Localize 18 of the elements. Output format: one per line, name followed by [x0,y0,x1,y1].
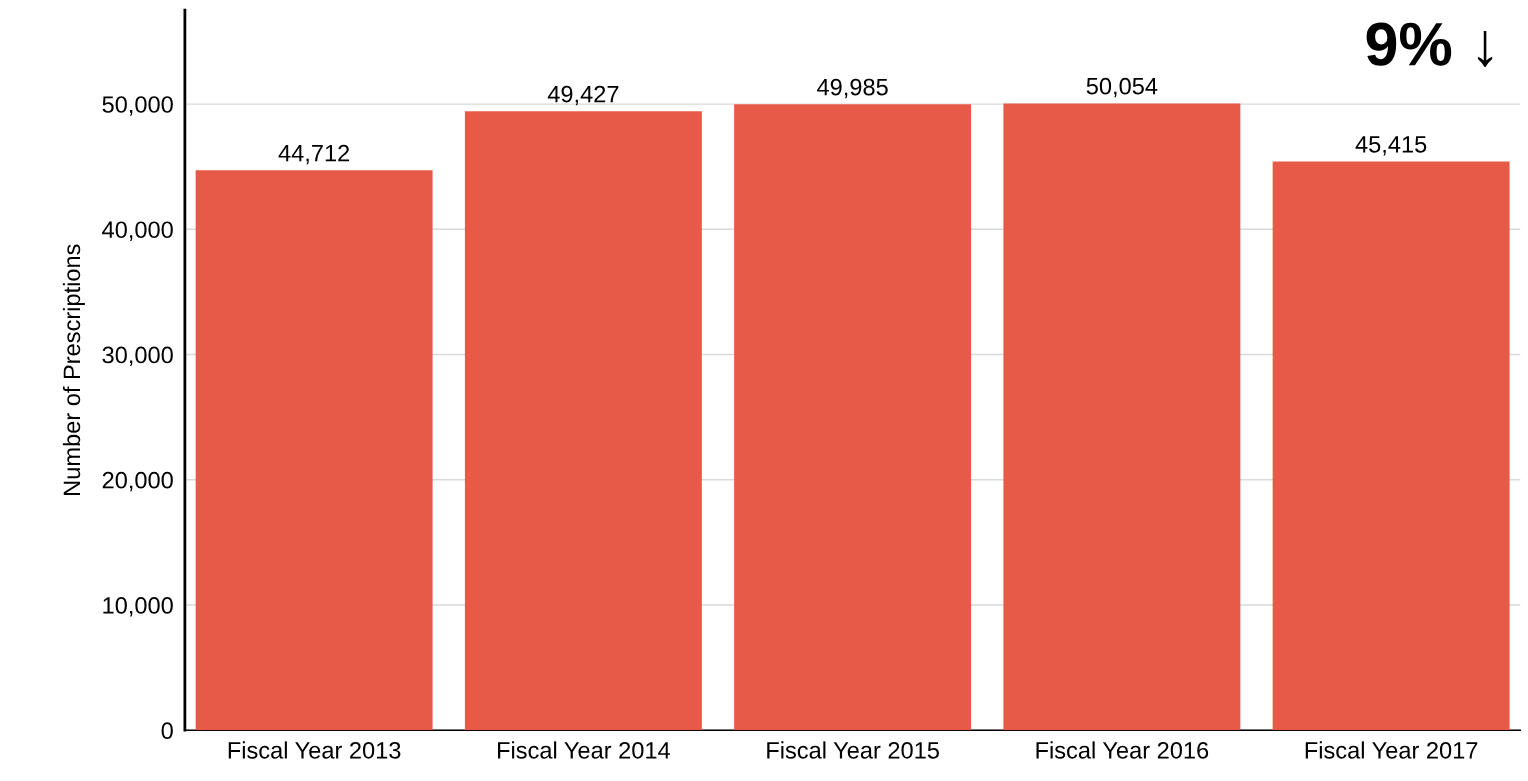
x-tick-label: Fiscal Year 2017 [1305,741,1478,759]
y-tick-label: 10,000 [103,597,173,617]
y-tick-label: 30,000 [102,346,173,367]
data-label: 49,427 [547,85,619,106]
y-tick-label: 40,000 [102,221,173,241]
x-tick-label: Fiscal Year 2015 [767,741,939,759]
x-tick-label: Fiscal Year 2013 [228,741,401,759]
y-tick-label: 0 [161,722,173,740]
annotation: 9% ↓ [1366,22,1493,68]
y-axis-title: Number of Prescriptions [62,244,85,495]
data-label: 49,985 [817,78,888,99]
data-label: 50,054 [1086,77,1158,98]
data-label: 45,415 [1355,136,1427,156]
y-tick-label: 50,000 [102,96,173,116]
x-tick-label: Fiscal Year 2016 [1036,741,1209,759]
x-tick-label: Fiscal Year 2014 [498,741,670,759]
data-label: 44,712 [278,144,350,165]
y-tick-label: 20,000 [102,471,173,492]
